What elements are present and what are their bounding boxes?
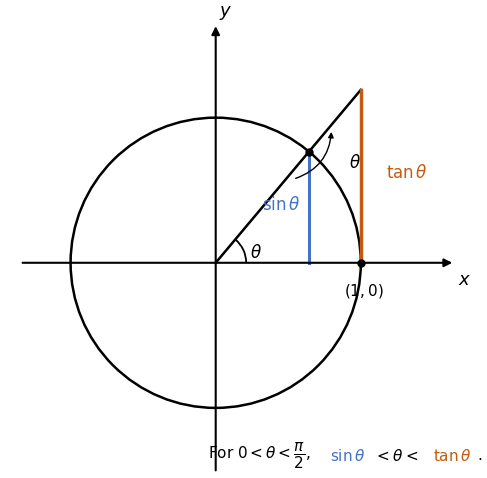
Text: $\sin\theta$: $\sin\theta$ <box>262 196 300 214</box>
Text: $y$: $y$ <box>219 4 232 22</box>
Text: $x$: $x$ <box>458 271 471 289</box>
Text: $\theta$: $\theta$ <box>350 154 361 172</box>
Text: $\tan\theta$: $\tan\theta$ <box>386 164 428 182</box>
Text: $(1, 0)$: $(1, 0)$ <box>344 282 384 300</box>
Text: .: . <box>477 448 482 463</box>
Text: $ < \theta < $: $ < \theta < $ <box>374 448 418 464</box>
Text: $\theta$: $\theta$ <box>250 244 262 261</box>
Text: $\sin\theta$: $\sin\theta$ <box>330 448 366 464</box>
Text: $\tan\theta$: $\tan\theta$ <box>433 448 472 464</box>
Text: For $0 < \theta < \dfrac{\pi}{2}$,: For $0 < \theta < \dfrac{\pi}{2}$, <box>208 441 313 471</box>
